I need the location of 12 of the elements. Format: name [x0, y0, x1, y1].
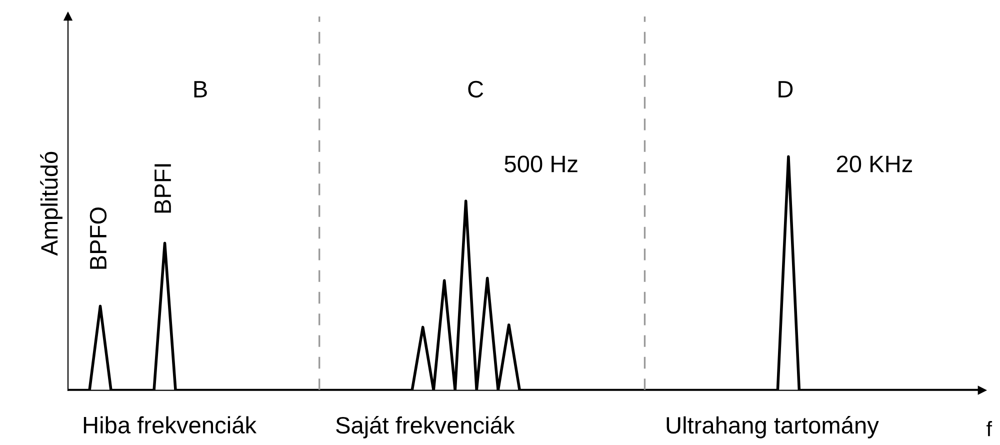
text: Hiba frekvenciák [84, 416, 257, 434]
annotation: 20 KHz [836, 156, 912, 172]
annotation: 500 Hz [504, 156, 578, 172]
text: D [778, 81, 793, 98]
text: C [468, 80, 484, 98]
x-axis-title: f [986, 421, 992, 436]
annotation: BPFI [154, 164, 171, 213]
text: Saját frekvenciák [336, 416, 515, 438]
y-axis-title: Amplitúdó [40, 152, 62, 256]
annotation: BPFO [90, 207, 107, 269]
text: Ultrahang tartomány [666, 416, 879, 438]
text: B [194, 81, 207, 98]
